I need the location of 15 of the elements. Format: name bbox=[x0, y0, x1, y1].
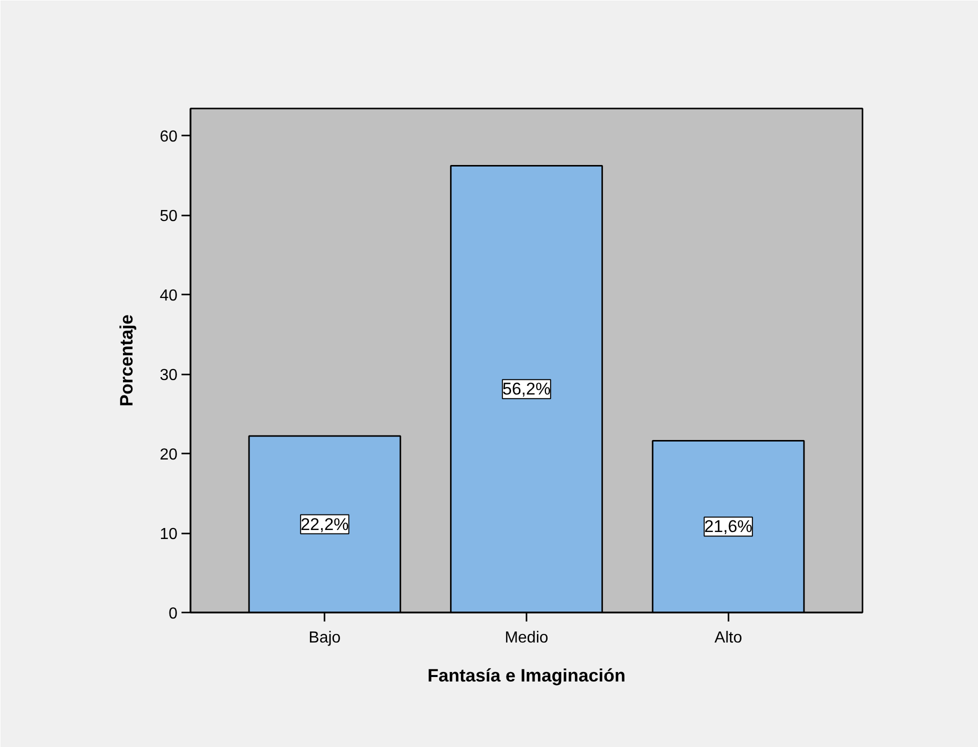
x-tick-label: Alto bbox=[714, 630, 742, 646]
y-tick-label: 10 bbox=[160, 526, 178, 544]
x-axis-title: Fantasía e Imaginación bbox=[427, 666, 626, 686]
y-tick-label: 30 bbox=[160, 367, 178, 384]
y-axis-title: Porcentaje bbox=[116, 314, 137, 407]
data-label: 56,2% bbox=[502, 380, 551, 399]
y-tick-label: 20 bbox=[160, 446, 178, 464]
y-tick-label: 50 bbox=[160, 208, 178, 226]
data-label: 22,2% bbox=[300, 514, 349, 534]
data-label: 21,6% bbox=[704, 517, 752, 536]
x-tick-label: Medio bbox=[504, 630, 548, 646]
y-tick-label: 0 bbox=[168, 606, 178, 622]
x-tick-label: Bajo bbox=[308, 630, 341, 646]
y-tick-label: 40 bbox=[160, 288, 178, 305]
y-tick-label: 60 bbox=[160, 128, 178, 146]
